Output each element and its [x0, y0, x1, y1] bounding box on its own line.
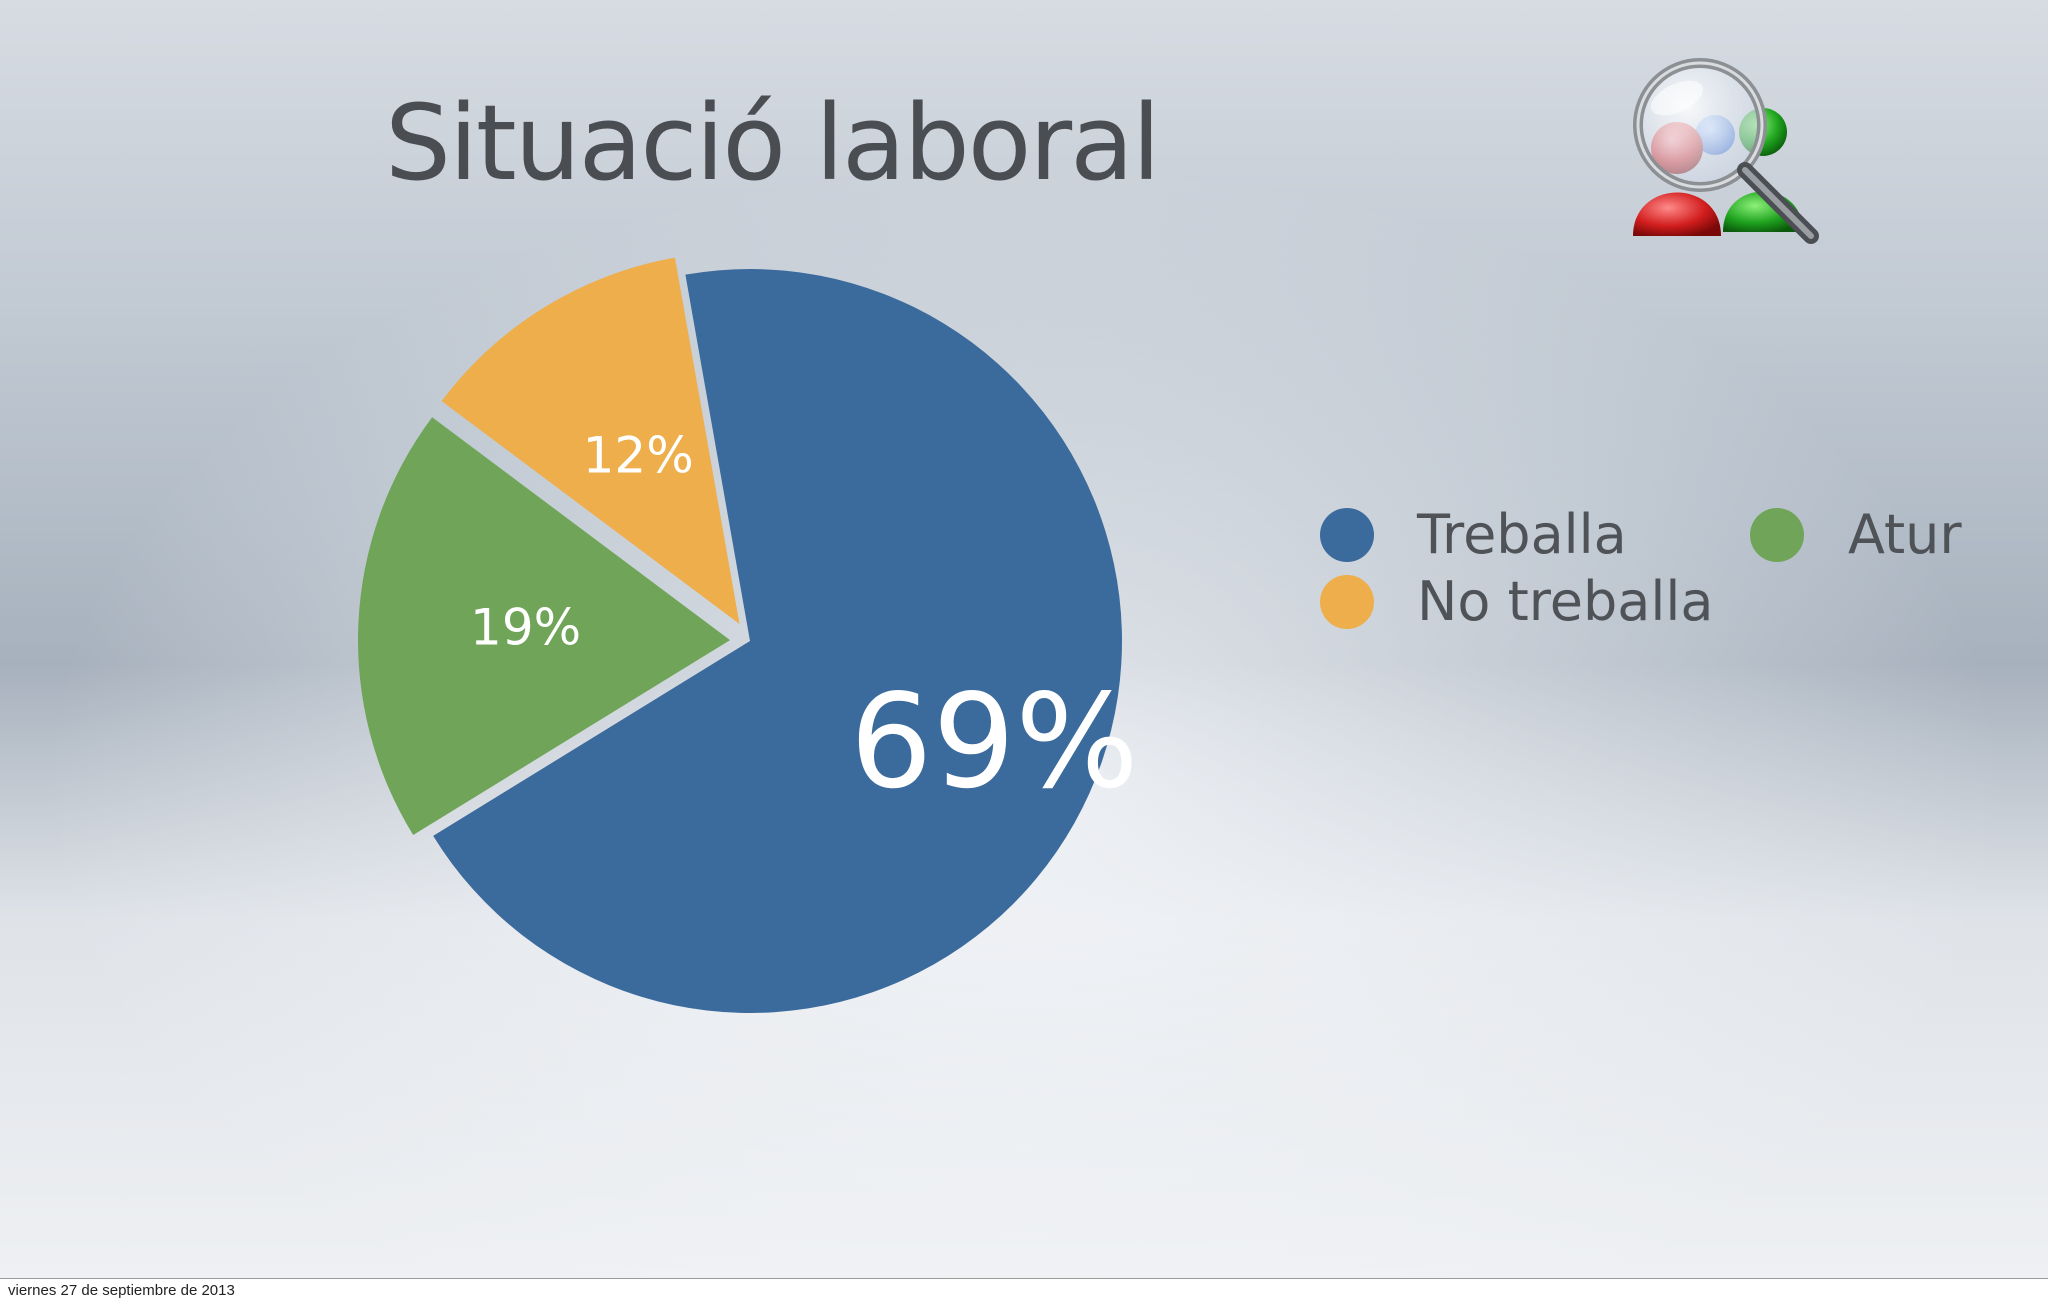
pie-label-atur: 19%	[470, 598, 581, 656]
footer-bar: viernes 27 de septiembre de 2013	[0, 1278, 2048, 1304]
legend-dot-no-treballa	[1320, 575, 1374, 629]
legend-label-treballa: Treballa	[1417, 503, 1627, 566]
pie-slice-treballa	[433, 269, 1122, 1014]
legend-label-no-treballa: No treballa	[1417, 570, 1714, 633]
slide-title: Situació laboral	[385, 82, 1161, 204]
legend-dot-treballa	[1320, 508, 1374, 562]
pie-slice-no-treballa	[441, 257, 740, 624]
pie-label-no-treballa: 12%	[583, 427, 694, 485]
users-search-icon	[1633, 58, 1819, 244]
pie-label-treballa: 69%	[850, 665, 1139, 817]
legend-label-atur: Atur	[1848, 503, 1962, 566]
footer-date: viernes 27 de septiembre de 2013	[8, 1282, 235, 1299]
pie-slice-atur	[358, 417, 731, 836]
legend-dot-atur	[1750, 508, 1804, 562]
